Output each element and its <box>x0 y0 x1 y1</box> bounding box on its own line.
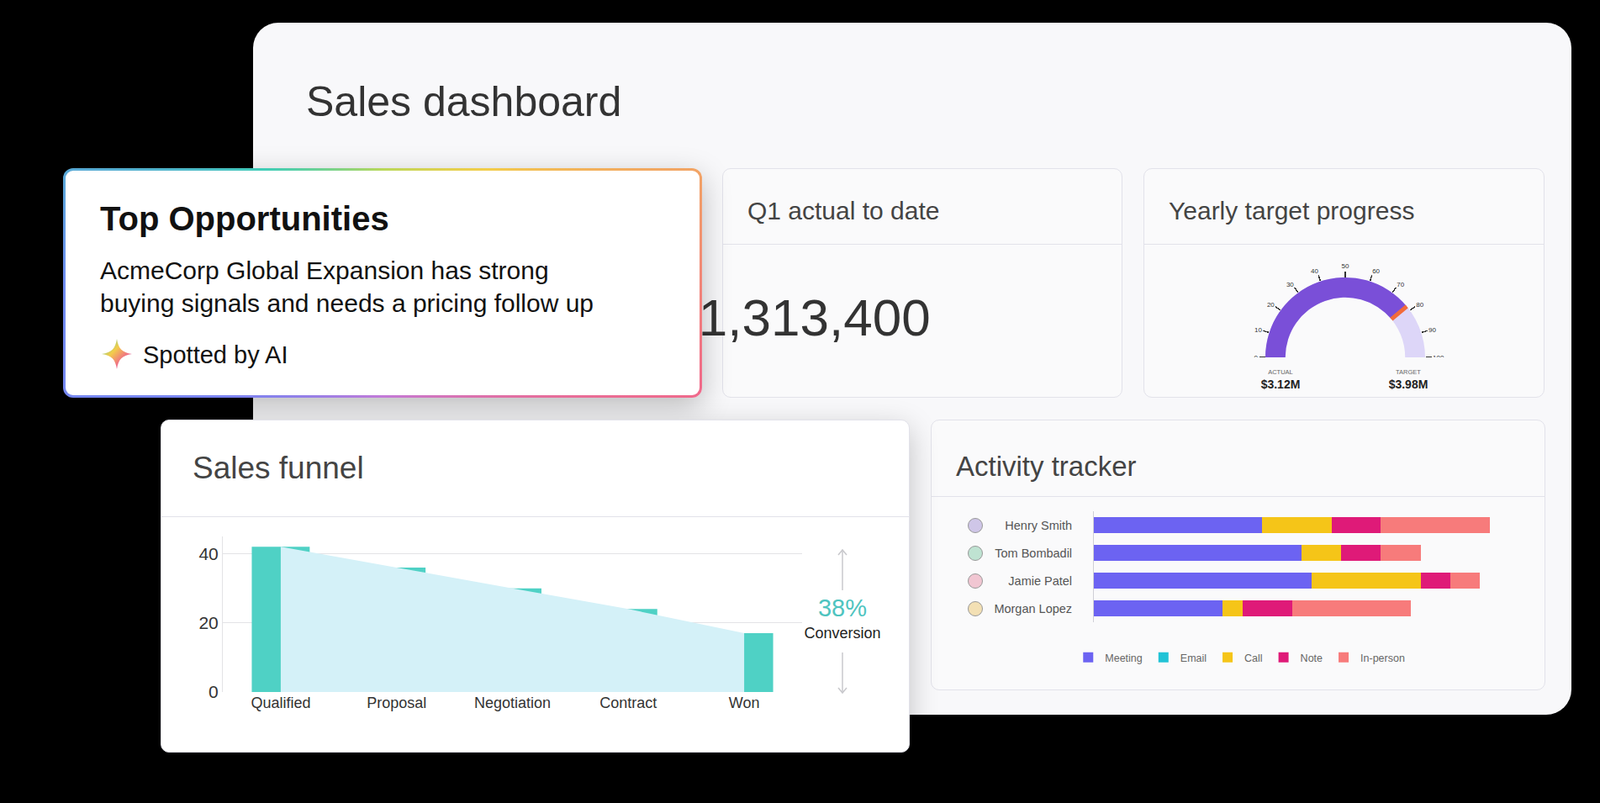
svg-text:Proposal: Proposal <box>366 694 427 712</box>
svg-text:Morgan Lopez: Morgan Lopez <box>993 601 1072 616</box>
html-text:$3.12M: $3.12M <box>1260 377 1301 391</box>
svg-text:70: 70 <box>1396 280 1405 289</box>
svg-text:60: 60 <box>1372 267 1380 275</box>
svg-text:30: 30 <box>1286 280 1294 289</box>
svg-text:Contract: Contract <box>599 694 657 712</box>
svg-text:Meeting: Meeting <box>1104 652 1143 665</box>
html-text:Spotted by AI: Spotted by AI <box>142 341 288 369</box>
html-text:Q1 actual to date: Q1 actual to date <box>747 196 940 225</box>
svg-text:0: 0 <box>1253 353 1258 358</box>
html-text:Activity tracker: Activity tracker <box>955 450 1137 482</box>
html-text:buying signals and needs a pri: buying signals and needs a pricing follo… <box>100 289 594 317</box>
svg-text:20: 20 <box>198 612 218 633</box>
html-text:AcmeCorp Global Expansion has: AcmeCorp Global Expansion has strong <box>100 256 549 285</box>
svg-text:100: 100 <box>1432 353 1445 358</box>
html-text:Sales dashboard: Sales dashboard <box>306 78 622 126</box>
html-text:38%: 38% <box>818 594 867 622</box>
svg-text:Note: Note <box>1300 652 1323 665</box>
html-text:Top Opportunities: Top Opportunities <box>100 200 390 238</box>
svg-text:In-person: In-person <box>1360 652 1405 665</box>
svg-text:40: 40 <box>1310 267 1319 275</box>
html-text:Sales funnel: Sales funnel <box>192 450 364 486</box>
html-text:$1,313,400: $1,313,400 <box>669 288 931 347</box>
svg-text:80: 80 <box>1415 300 1424 309</box>
svg-text:50: 50 <box>1341 262 1350 270</box>
svg-text:Won: Won <box>728 694 761 712</box>
svg-text:Jamie Patel: Jamie Patel <box>1008 574 1072 588</box>
html-text:ACTUAL: ACTUAL <box>1268 368 1293 376</box>
html-text:TARGET: TARGET <box>1395 368 1421 376</box>
svg-text:Tom Bombadil: Tom Bombadil <box>994 546 1072 560</box>
svg-text:Email: Email <box>1180 652 1207 665</box>
svg-text:Henry Smith: Henry Smith <box>1004 518 1072 533</box>
html-text:$3.98M: $3.98M <box>1388 377 1428 391</box>
svg-text:0: 0 <box>208 681 219 702</box>
svg-text:40: 40 <box>198 543 218 564</box>
html-text:Yearly target progress: Yearly target progress <box>1168 196 1415 225</box>
html-text:Conversion: Conversion <box>804 624 881 642</box>
svg-text:Qualified: Qualified <box>250 694 311 712</box>
svg-text:20: 20 <box>1267 300 1275 309</box>
svg-text:90: 90 <box>1428 326 1437 334</box>
svg-text:Call: Call <box>1244 652 1263 665</box>
svg-text:Negotiation: Negotiation <box>474 694 551 712</box>
svg-text:10: 10 <box>1254 326 1263 334</box>
